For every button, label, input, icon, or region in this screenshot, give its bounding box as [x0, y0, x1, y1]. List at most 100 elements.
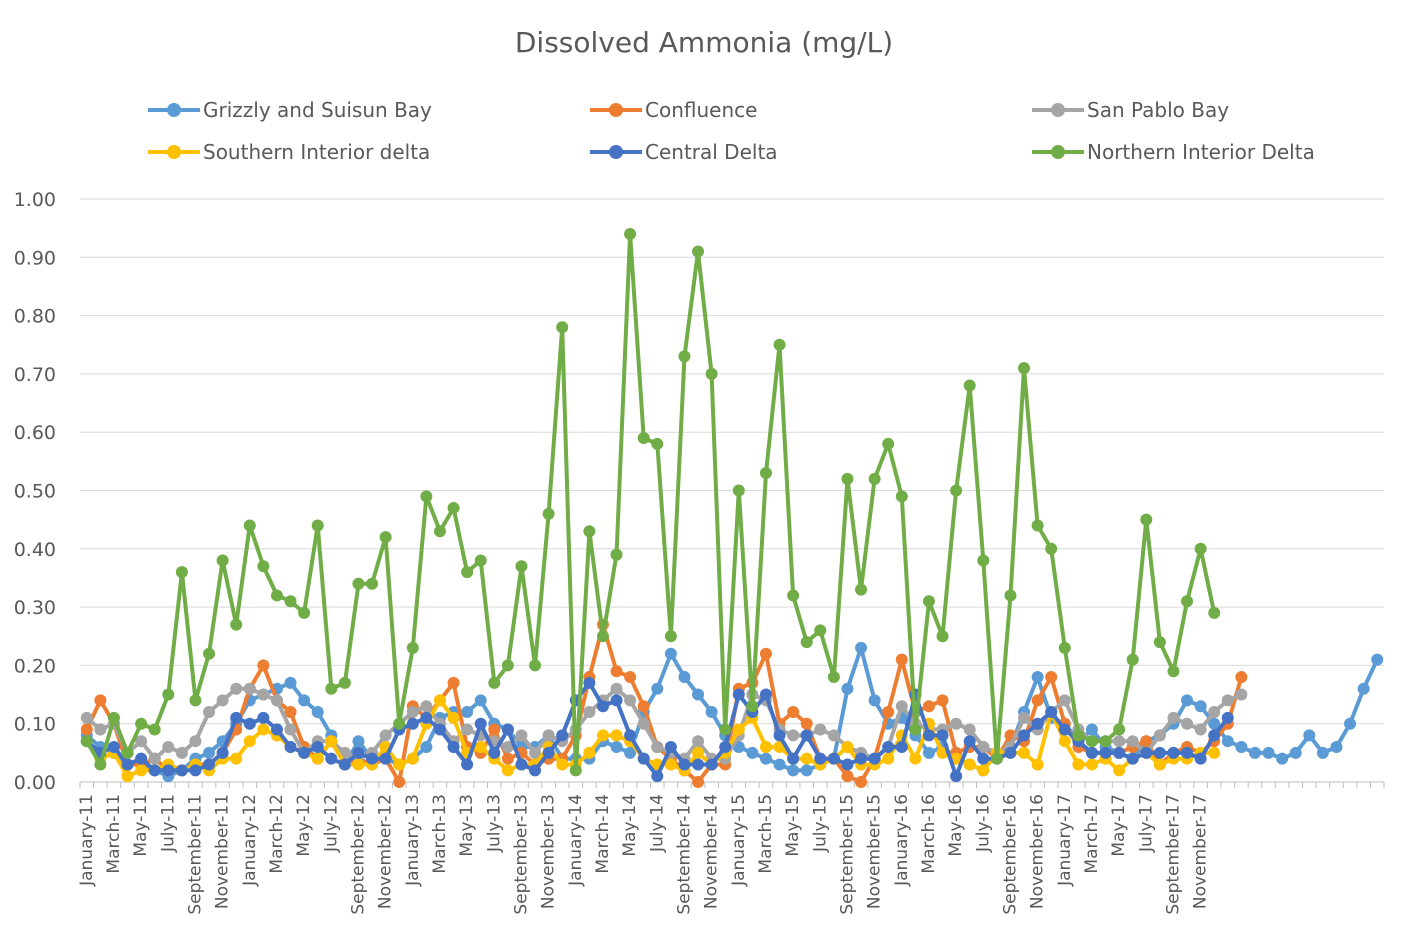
data-point-central-delta	[311, 741, 324, 754]
x-tick-label: January-14	[566, 794, 586, 887]
data-point-central-delta	[692, 758, 705, 771]
x-tick-label: September-13	[511, 794, 531, 915]
data-point-central-delta	[461, 758, 474, 771]
data-point-central-delta	[1031, 717, 1044, 730]
data-point-san-pablo-bay	[216, 694, 229, 707]
data-point-central-delta	[230, 711, 243, 724]
x-tick-label: May-12	[294, 794, 314, 857]
data-point-northern-interior-delta	[746, 700, 759, 713]
data-point-northern-interior-delta	[311, 519, 324, 532]
x-tick-label: September-11	[185, 794, 205, 915]
data-point-southern-interior-delta	[732, 723, 745, 736]
data-point-confluence	[841, 770, 854, 783]
data-point-southern-interior-delta	[909, 752, 922, 765]
data-point-confluence	[1235, 671, 1248, 684]
data-point-grizzly-and-suisun-bay	[1085, 723, 1098, 736]
data-point-southern-interior-delta	[325, 735, 338, 748]
data-point-central-delta	[203, 758, 216, 771]
x-tick-label: March-11	[104, 794, 124, 874]
data-point-central-delta	[338, 758, 351, 771]
data-point-northern-interior-delta	[692, 245, 705, 258]
series-northern-interior-delta	[80, 227, 1221, 777]
data-point-northern-interior-delta	[1140, 513, 1153, 526]
data-point-northern-interior-delta	[977, 554, 990, 567]
data-point-northern-interior-delta	[175, 566, 188, 579]
x-tick-label: September-12	[348, 794, 368, 915]
data-point-grizzly-and-suisun-bay	[1235, 741, 1248, 754]
legend-label: Grizzly and Suisun Bay	[203, 98, 432, 122]
data-point-northern-interior-delta	[94, 758, 107, 771]
data-point-northern-interior-delta	[447, 501, 460, 514]
data-point-central-delta	[1167, 746, 1180, 759]
data-point-san-pablo-bay	[624, 694, 637, 707]
data-point-san-pablo-bay	[529, 746, 542, 759]
data-point-northern-interior-delta	[1153, 636, 1166, 649]
data-point-san-pablo-bay	[1018, 711, 1031, 724]
data-point-southern-interior-delta	[121, 770, 134, 783]
data-point-san-pablo-bay	[189, 735, 202, 748]
legend-marker	[167, 103, 181, 117]
data-point-northern-interior-delta	[950, 484, 963, 497]
data-point-northern-interior-delta	[719, 723, 732, 736]
data-point-northern-interior-delta	[678, 350, 691, 363]
data-point-southern-interior-delta	[393, 758, 406, 771]
data-point-san-pablo-bay	[1167, 711, 1180, 724]
data-point-grizzly-and-suisun-bay	[692, 688, 705, 701]
data-point-confluence	[1140, 735, 1153, 748]
x-tick-label: November-15	[865, 794, 885, 909]
data-point-san-pablo-bay	[787, 729, 800, 742]
data-point-central-delta	[542, 746, 555, 759]
legend-item: San Pablo Bay	[1032, 98, 1229, 122]
data-point-northern-interior-delta	[596, 630, 609, 643]
x-tick-label: May-15	[783, 794, 803, 857]
x-tick-label: November-12	[376, 794, 396, 909]
data-point-grizzly-and-suisun-bay	[420, 741, 433, 754]
data-point-central-delta	[800, 729, 813, 742]
data-point-central-delta	[556, 729, 569, 742]
data-point-san-pablo-bay	[950, 717, 963, 730]
data-point-northern-interior-delta	[366, 577, 379, 590]
data-point-san-pablo-bay	[284, 723, 297, 736]
data-point-san-pablo-bay	[230, 682, 243, 695]
data-point-northern-interior-delta	[1045, 542, 1058, 555]
data-point-central-delta	[719, 741, 732, 754]
data-point-northern-interior-delta	[773, 338, 786, 351]
data-point-confluence	[1045, 671, 1058, 684]
data-point-northern-interior-delta	[203, 647, 216, 660]
data-point-central-delta	[1126, 752, 1139, 765]
data-point-grizzly-and-suisun-bay	[664, 647, 677, 660]
y-tick-label: 0.80	[14, 306, 56, 328]
data-point-northern-interior-delta	[1085, 735, 1098, 748]
data-point-san-pablo-bay	[515, 729, 528, 742]
data-point-central-delta	[284, 741, 297, 754]
data-point-san-pablo-bay	[1194, 723, 1207, 736]
series-central-delta	[80, 676, 1234, 783]
data-point-central-delta	[936, 729, 949, 742]
data-point-central-delta	[950, 770, 963, 783]
data-point-northern-interior-delta	[1126, 653, 1139, 666]
data-point-central-delta	[922, 729, 935, 742]
data-point-southern-interior-delta	[1208, 746, 1221, 759]
y-tick-label: 0.20	[14, 655, 56, 677]
data-point-central-delta	[705, 758, 718, 771]
data-point-central-delta	[583, 676, 596, 689]
data-point-san-pablo-bay	[420, 700, 433, 713]
y-tick-label: 0.40	[14, 539, 56, 561]
data-point-southern-interior-delta	[1031, 758, 1044, 771]
data-point-central-delta	[1113, 746, 1126, 759]
legend-item: Confluence	[590, 98, 757, 122]
legend-marker	[609, 103, 623, 117]
data-point-central-delta	[732, 688, 745, 701]
data-point-southern-interior-delta	[759, 741, 772, 754]
x-tick-label: March-12	[267, 794, 287, 874]
data-point-northern-interior-delta	[732, 484, 745, 497]
data-point-central-delta	[325, 752, 338, 765]
data-point-northern-interior-delta	[1194, 542, 1207, 555]
data-point-northern-interior-delta	[664, 630, 677, 643]
data-point-northern-interior-delta	[1167, 665, 1180, 678]
data-point-northern-interior-delta	[1099, 735, 1112, 748]
data-point-central-delta	[352, 746, 365, 759]
data-point-central-delta	[488, 746, 501, 759]
x-tick-label: July-15	[810, 794, 830, 853]
